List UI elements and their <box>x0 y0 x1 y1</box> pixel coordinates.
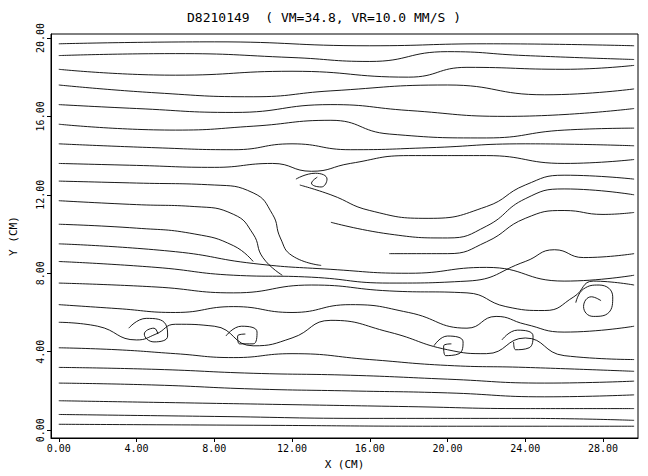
svg-text:20.00: 20.00 <box>432 443 462 454</box>
svg-text:0.00: 0.00 <box>47 443 71 454</box>
svg-text:16.00: 16.00 <box>35 101 46 131</box>
svg-text:0.00: 0.00 <box>35 418 46 442</box>
svg-text:4.00: 4.00 <box>124 443 148 454</box>
svg-text:Y (CM): Y (CM) <box>7 216 20 256</box>
svg-text:16.00: 16.00 <box>355 443 385 454</box>
svg-text:4.00: 4.00 <box>35 340 46 364</box>
svg-text:28.00: 28.00 <box>588 443 618 454</box>
svg-text:20.00: 20.00 <box>35 23 46 53</box>
svg-text:D8210149 ( VM=34.8, VR=10.0 M: D8210149 ( VM=34.8, VR=10.0 MM/S ) <box>187 10 461 25</box>
svg-text:X (CM): X (CM) <box>325 458 365 471</box>
svg-text:12.00: 12.00 <box>277 443 307 454</box>
svg-text:8.00: 8.00 <box>35 261 46 285</box>
svg-text:12.00: 12.00 <box>35 180 46 210</box>
svg-text:24.00: 24.00 <box>510 443 540 454</box>
svg-text:8.00: 8.00 <box>202 443 226 454</box>
